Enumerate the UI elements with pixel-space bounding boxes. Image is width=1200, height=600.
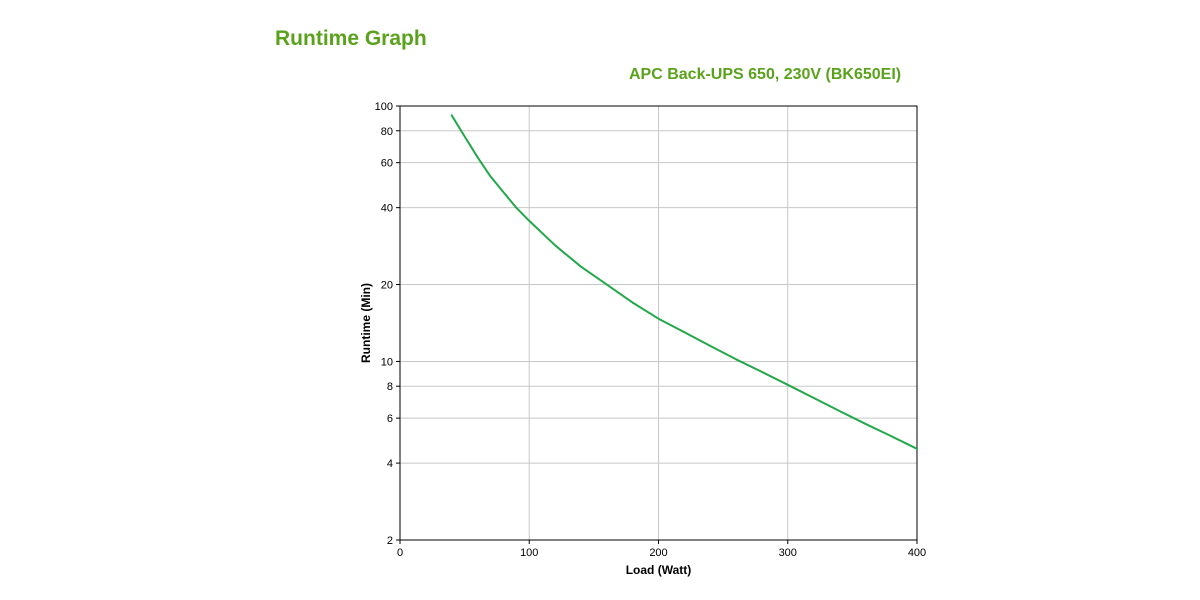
y-tick-label: 40	[381, 203, 393, 215]
y-tick-label: 4	[387, 458, 393, 470]
y-tick-label: 20	[381, 280, 393, 292]
x-tick-label: 300	[779, 547, 797, 559]
x-axis-label: Load (Watt)	[626, 563, 692, 577]
grid-layer	[400, 106, 917, 540]
tick-layer: 0 100 200 300 400 2 4 6 8 10 20 40 60 80 100	[375, 101, 927, 559]
y-tick-label: 10	[381, 356, 393, 368]
chart-title: APC Back-UPS 650, 230V (BK650EI)	[629, 66, 902, 83]
runtime-series-line	[450, 114, 918, 450]
y-tick-label: 2	[387, 535, 393, 547]
y-tick-label: 80	[381, 126, 393, 138]
x-tick-label: 0	[397, 547, 403, 559]
y-tick-label: 60	[381, 158, 393, 170]
page-title: Runtime Graph	[275, 27, 427, 50]
y-axis-label: Runtime (Min)	[359, 283, 373, 363]
x-tick-label: 400	[908, 547, 926, 559]
x-tick-label: 100	[520, 547, 538, 559]
y-tick-label: 8	[387, 381, 393, 393]
y-tick-label: 6	[387, 413, 393, 425]
y-tick-label: 100	[375, 101, 393, 113]
x-tick-label: 200	[649, 547, 667, 559]
series-layer	[450, 114, 918, 450]
